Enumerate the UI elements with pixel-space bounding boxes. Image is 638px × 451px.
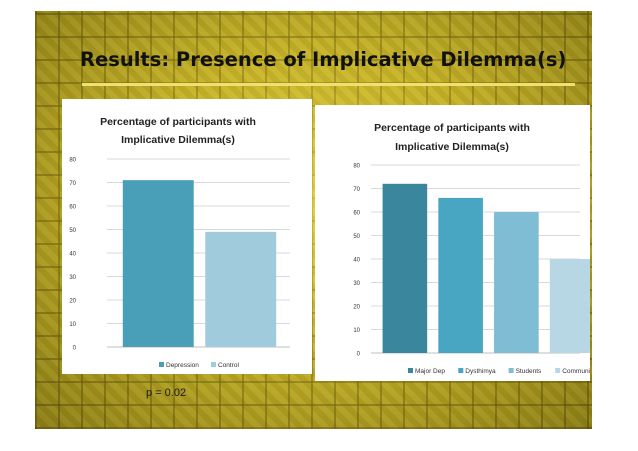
- chart-four-groups: Percentage of participants with Implicati…: [315, 105, 590, 381]
- y-tick-label: 50: [353, 234, 360, 240]
- y-tick-label: 30: [69, 275, 76, 281]
- p-value-label: p = 0.02: [146, 387, 187, 399]
- legend-label: Community: [562, 368, 590, 375]
- chart-2-svg: Percentage of participants with Implicati…: [353, 122, 590, 375]
- chart-depression-vs-control: Percentage of participants with Implicati…: [62, 99, 312, 374]
- title-underline: [82, 83, 575, 86]
- legend-swatch: [555, 368, 561, 373]
- bar-students: [494, 212, 539, 353]
- legend-label: Control: [218, 362, 240, 369]
- y-tick-label: 80: [353, 164, 360, 170]
- legend-swatch: [159, 362, 164, 367]
- legend-label: Students: [516, 368, 542, 375]
- slide-background: Results: Presence of Implicative Dilemma…: [35, 11, 592, 429]
- legend-swatch: [458, 368, 464, 373]
- legend-swatch: [408, 368, 413, 373]
- y-tick-label: 60: [69, 205, 76, 211]
- bar-community: [549, 259, 590, 353]
- chart-1-svg: Percentage of participants with Implicati…: [69, 116, 290, 369]
- y-tick-label: 10: [353, 328, 360, 334]
- bar-dysthimya: [438, 197, 483, 353]
- y-tick-label: 40: [353, 258, 360, 264]
- chart-title-line: Percentage of participants with: [374, 122, 530, 134]
- slide-title: Results: Presence of Implicative Dilemma…: [80, 48, 567, 71]
- y-tick-label: 0: [73, 346, 77, 352]
- legend-label: Dysthimya: [465, 368, 496, 375]
- y-tick-label: 30: [353, 281, 360, 287]
- y-tick-label: 0: [357, 352, 361, 358]
- y-tick-label: 80: [69, 158, 76, 164]
- legend-label: Depression: [166, 362, 199, 369]
- legend-swatch: [508, 368, 514, 373]
- y-tick-label: 70: [353, 187, 360, 193]
- chart-title-line: Percentage of participants with: [100, 116, 256, 128]
- y-tick-label: 60: [353, 211, 360, 217]
- legend-swatch: [211, 362, 216, 367]
- y-tick-label: 70: [69, 181, 76, 187]
- chart-title-line: Implicative Dilemma(s): [395, 141, 509, 153]
- y-tick-label: 10: [69, 322, 76, 328]
- y-tick-label: 50: [69, 228, 76, 234]
- bar-depression: [122, 180, 194, 347]
- chart-title-line: Implicative Dilemma(s): [121, 134, 235, 146]
- bar-control: [205, 231, 277, 347]
- y-tick-label: 20: [69, 299, 76, 305]
- y-tick-label: 40: [69, 252, 76, 258]
- bar-major-dep: [382, 183, 428, 353]
- legend-label: Major Dep: [415, 368, 445, 375]
- y-tick-label: 20: [353, 305, 360, 311]
